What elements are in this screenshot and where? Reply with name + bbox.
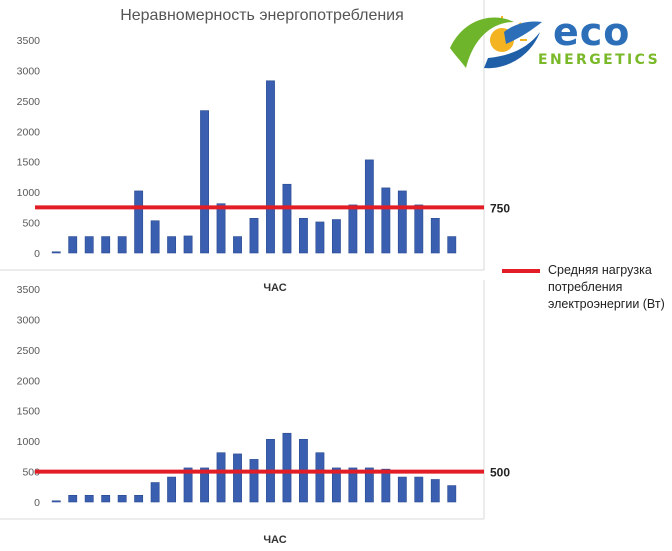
bar <box>348 467 358 503</box>
bar <box>84 495 94 503</box>
legend-label: Средняя нагрузка потребления электроэнер… <box>548 263 665 311</box>
y-tick-label: 3500 <box>17 35 41 47</box>
y-tick-label: 0 <box>34 248 40 260</box>
bar <box>414 204 424 254</box>
bar <box>101 495 111 503</box>
bar <box>117 495 127 503</box>
y-tick-label: 0 <box>34 497 40 509</box>
bar <box>299 218 308 254</box>
bar <box>200 467 209 503</box>
average-line-label: 750 <box>490 201 510 215</box>
legend-swatch <box>502 269 540 273</box>
x-axis-label: ЧАС <box>263 282 286 294</box>
bar <box>84 236 94 254</box>
bar <box>430 218 440 254</box>
bar <box>381 187 391 254</box>
bar <box>430 479 440 503</box>
y-tick-label: 500 <box>22 218 40 230</box>
bar <box>150 482 160 503</box>
bar <box>249 218 259 254</box>
bar <box>167 476 177 503</box>
y-tick-label: 2500 <box>17 345 41 357</box>
bar <box>117 236 127 254</box>
bar <box>249 459 259 503</box>
bar <box>315 221 325 254</box>
bar <box>282 432 292 503</box>
bar <box>381 468 391 503</box>
bar <box>101 236 111 254</box>
bar <box>183 467 193 503</box>
bar <box>134 190 144 254</box>
bar <box>233 236 242 254</box>
y-tick-label: 2000 <box>17 126 41 138</box>
bar <box>216 452 226 503</box>
x-axis-label: ЧАС <box>263 534 286 546</box>
bar <box>134 495 144 503</box>
logo <box>444 8 666 74</box>
y-tick-label: 3000 <box>17 65 41 77</box>
bar <box>447 485 457 503</box>
bar <box>167 236 177 254</box>
logo-energetics-text: ENERGETICS <box>538 52 661 68</box>
average-line-label: 500 <box>490 466 510 480</box>
y-tick-label: 1500 <box>17 406 41 418</box>
bar <box>216 203 226 254</box>
bar <box>68 495 78 503</box>
bar <box>233 453 242 503</box>
bar <box>51 500 61 503</box>
y-tick-label: 2000 <box>17 375 41 387</box>
bar <box>331 467 341 503</box>
bar <box>348 204 358 254</box>
y-tick-label: 1000 <box>17 187 41 199</box>
bar <box>397 190 407 254</box>
y-tick-label: 3500 <box>17 284 41 296</box>
bar <box>331 219 341 254</box>
y-tick-label: 3000 <box>17 314 41 326</box>
leaf-sun-icon <box>450 16 542 69</box>
bar <box>266 80 275 254</box>
bar <box>68 236 78 254</box>
bar <box>447 236 457 254</box>
y-tick-label: 1500 <box>17 157 41 169</box>
bar <box>315 452 325 503</box>
chart-title: Неравномерность энергопотребления <box>120 7 404 24</box>
logo-eco-text: eco <box>553 10 631 54</box>
bar <box>414 476 424 503</box>
bar <box>150 220 160 254</box>
y-tick-label: 1000 <box>17 436 41 448</box>
bar <box>200 110 209 254</box>
bar <box>282 183 292 254</box>
bar <box>51 251 61 254</box>
bar <box>364 467 374 503</box>
bar <box>397 476 407 503</box>
y-tick-label: 2500 <box>17 96 41 108</box>
bar <box>183 235 193 254</box>
